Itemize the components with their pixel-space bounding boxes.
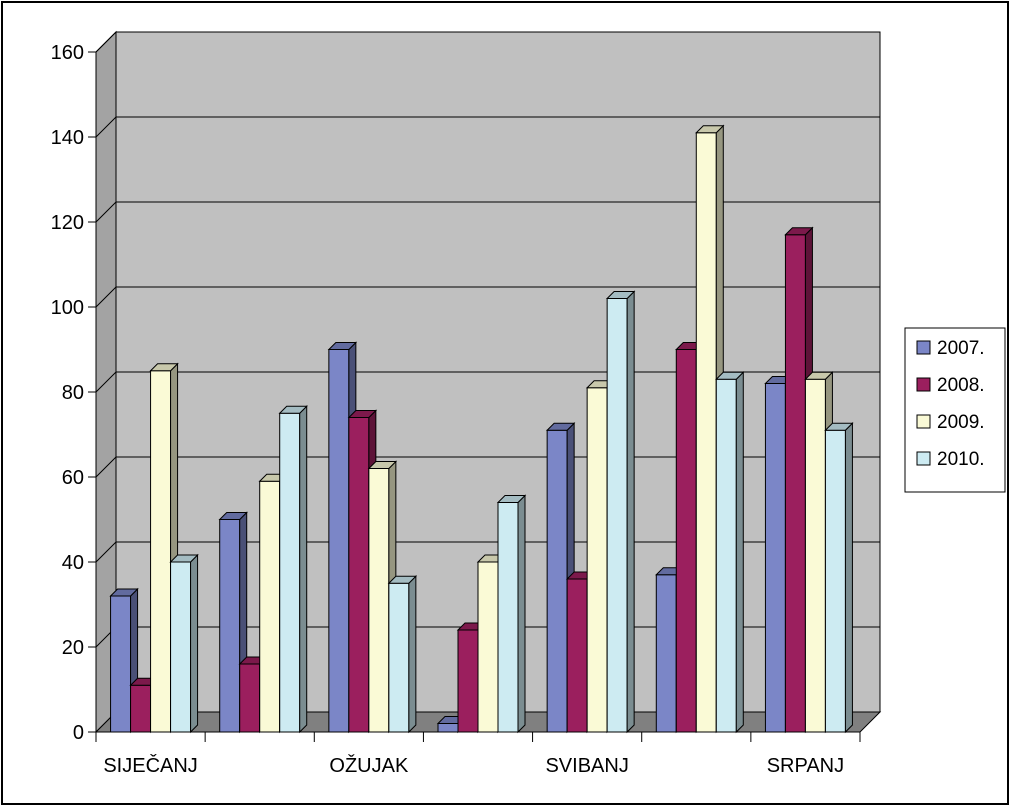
x-tick-label: SVIBANJ bbox=[545, 755, 628, 777]
legend-swatch bbox=[916, 377, 931, 392]
legend-swatch bbox=[916, 340, 931, 355]
legend-item: 2008. bbox=[916, 375, 985, 396]
y-tick-label: 80 bbox=[62, 382, 84, 404]
legend-label: 2007. bbox=[937, 338, 985, 359]
legend-item: 2007. bbox=[916, 338, 985, 359]
legend: 2007. 2008. 2009. 2010. bbox=[904, 327, 1006, 493]
legend-label: 2008. bbox=[937, 375, 985, 396]
y-tick-label: 140 bbox=[51, 127, 84, 149]
gridline bbox=[95, 116, 880, 138]
y-tick-label: 60 bbox=[62, 467, 84, 489]
gridline bbox=[95, 31, 880, 53]
legend-item: 2009. bbox=[916, 412, 985, 433]
bar bbox=[605, 290, 636, 734]
y-tick-label: 40 bbox=[62, 552, 84, 574]
x-tick-label: SRPANJ bbox=[767, 755, 844, 777]
bar bbox=[387, 575, 418, 734]
y-tick-label: 0 bbox=[73, 722, 84, 744]
bar bbox=[715, 371, 745, 734]
gridline bbox=[95, 201, 880, 223]
legend-swatch bbox=[916, 414, 931, 429]
legend-item: 2010. bbox=[916, 449, 985, 470]
y-tick-label: 120 bbox=[51, 212, 84, 234]
legend-label: 2010. bbox=[937, 449, 985, 470]
y-tick-label: 20 bbox=[62, 637, 84, 659]
x-axis: SIJEČANJ OŽUJAK SVIBANJ SRPANJ bbox=[95, 731, 861, 777]
bar bbox=[496, 494, 527, 734]
bar bbox=[278, 405, 308, 734]
gridline bbox=[95, 286, 880, 308]
legend-label: 2009. bbox=[937, 412, 985, 433]
y-tick-label: 100 bbox=[51, 297, 84, 319]
x-tick-label: OŽUJAK bbox=[329, 754, 409, 777]
y-axis: 0 20 40 60 80 100 120 140 160 bbox=[51, 42, 97, 744]
x-tick-label: SIJEČANJ bbox=[103, 754, 197, 777]
y-tick-label: 160 bbox=[51, 42, 84, 64]
bar bbox=[824, 422, 854, 734]
bar bbox=[169, 553, 199, 734]
legend-swatch bbox=[916, 451, 931, 466]
